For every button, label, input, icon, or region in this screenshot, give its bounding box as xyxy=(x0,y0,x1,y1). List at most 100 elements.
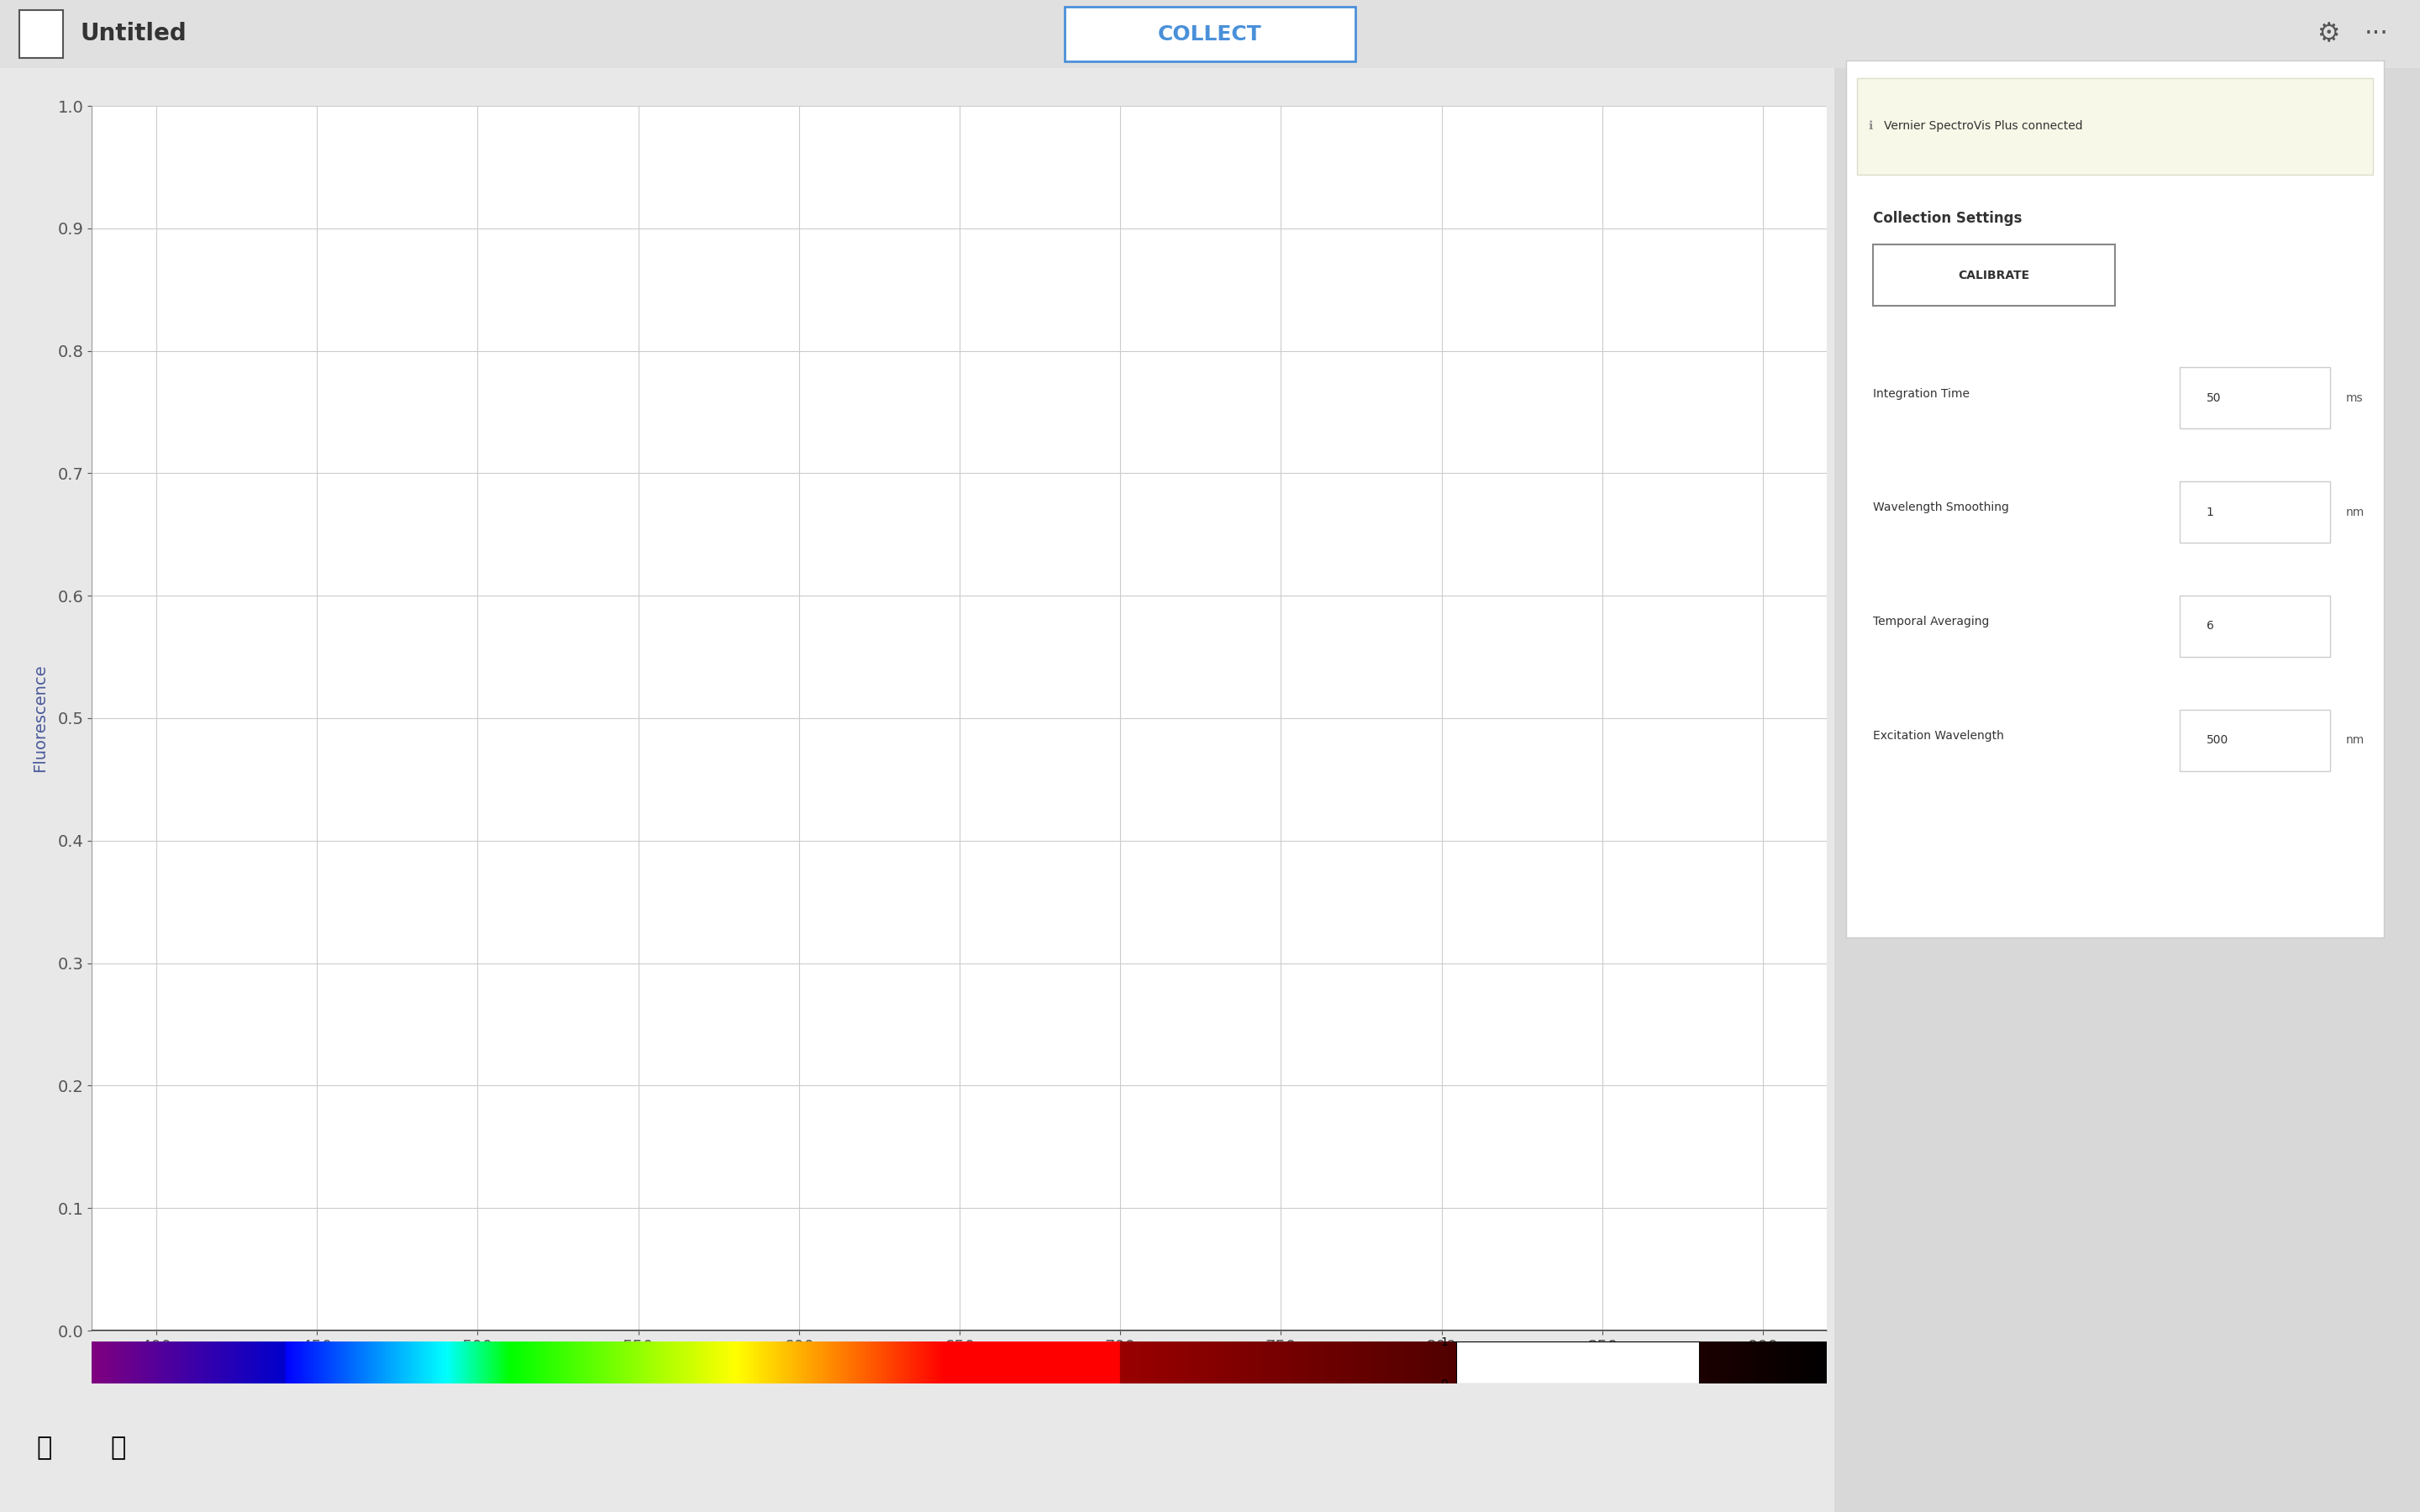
Bar xyxy=(1682,1341,1684,1383)
Bar xyxy=(1411,1341,1416,1383)
Text: ⚙: ⚙ xyxy=(2316,21,2340,47)
Bar xyxy=(1433,1341,1437,1383)
Bar xyxy=(1522,1341,1525,1383)
Bar xyxy=(1123,1341,1128,1383)
X-axis label: Wavelength (nm): Wavelength (nm) xyxy=(878,1364,1041,1380)
Bar xyxy=(1135,1341,1137,1383)
Bar xyxy=(1568,1341,1571,1383)
Bar xyxy=(1607,1341,1609,1383)
Bar xyxy=(1646,1341,1650,1383)
Bar xyxy=(1142,1341,1145,1383)
Bar xyxy=(1176,1341,1181,1383)
Bar xyxy=(1600,1341,1604,1383)
Bar xyxy=(1309,1341,1312,1383)
Text: Excitation Wavelength: Excitation Wavelength xyxy=(1873,730,2004,741)
Bar xyxy=(1689,1341,1692,1383)
Bar xyxy=(1183,1341,1188,1383)
Bar xyxy=(1767,1341,1771,1383)
Bar xyxy=(1251,1341,1256,1383)
Bar xyxy=(1563,1341,1568,1383)
Bar xyxy=(1517,1341,1522,1383)
Bar xyxy=(1515,1341,1517,1383)
Bar xyxy=(1544,1341,1546,1383)
Bar xyxy=(1205,1341,1210,1383)
Bar xyxy=(1696,1341,1699,1383)
Bar xyxy=(1430,1341,1433,1383)
Bar xyxy=(1212,1341,1217,1383)
Bar xyxy=(1810,1341,1813,1383)
Bar xyxy=(1493,1341,1496,1383)
Bar xyxy=(1483,1341,1486,1383)
Bar xyxy=(1471,1341,1476,1383)
Text: 🔍: 🔍 xyxy=(109,1435,126,1461)
Bar xyxy=(1670,1341,1675,1383)
Bar xyxy=(1396,1341,1401,1383)
Bar xyxy=(1711,1341,1713,1383)
Bar xyxy=(1220,1341,1222,1383)
Y-axis label: Fluorescence: Fluorescence xyxy=(31,664,48,773)
Bar xyxy=(1169,1341,1174,1383)
Text: ℹ: ℹ xyxy=(1868,121,1873,132)
Text: Untitled: Untitled xyxy=(80,23,186,45)
Bar xyxy=(1537,1341,1539,1383)
Bar xyxy=(1660,1341,1663,1383)
Bar xyxy=(1650,1341,1653,1383)
Bar xyxy=(1745,1341,1750,1383)
Bar xyxy=(1350,1341,1355,1383)
Bar xyxy=(1258,1341,1263,1383)
Bar xyxy=(1425,1341,1430,1383)
Bar xyxy=(1222,1341,1227,1383)
Bar xyxy=(1362,1341,1365,1383)
Bar xyxy=(1713,1341,1716,1383)
Bar xyxy=(1604,1341,1607,1383)
Bar xyxy=(1442,1341,1447,1383)
Text: ms: ms xyxy=(2345,392,2364,404)
Bar xyxy=(1571,1341,1575,1383)
Bar xyxy=(1764,1341,1767,1383)
Bar xyxy=(1159,1341,1164,1383)
Bar xyxy=(1771,1341,1774,1383)
Bar xyxy=(1128,1341,1130,1383)
Bar xyxy=(1663,1341,1667,1383)
Bar xyxy=(1757,1341,1759,1383)
Bar xyxy=(1329,1341,1333,1383)
Bar xyxy=(1273,1341,1275,1383)
Bar xyxy=(1583,1341,1585,1383)
Bar xyxy=(1469,1341,1471,1383)
Bar xyxy=(1496,1341,1500,1383)
Bar xyxy=(1377,1341,1379,1383)
Bar xyxy=(1730,1341,1735,1383)
Bar xyxy=(1590,1341,1592,1383)
Text: nm: nm xyxy=(2345,735,2364,745)
Bar xyxy=(1379,1341,1384,1383)
Bar xyxy=(1408,1341,1411,1383)
Bar xyxy=(1592,1341,1597,1383)
Bar xyxy=(1621,1341,1624,1383)
Bar xyxy=(1457,1341,1462,1383)
Bar xyxy=(1462,1341,1464,1383)
Bar xyxy=(1704,1341,1706,1383)
Bar xyxy=(1750,1341,1752,1383)
Bar xyxy=(1287,1341,1290,1383)
Bar xyxy=(1781,1341,1784,1383)
Bar xyxy=(1597,1341,1600,1383)
Bar xyxy=(1333,1341,1336,1383)
Bar xyxy=(1290,1341,1295,1383)
Bar xyxy=(1728,1341,1730,1383)
Bar xyxy=(1776,1341,1781,1383)
FancyBboxPatch shape xyxy=(2180,481,2330,543)
Bar xyxy=(1556,1341,1561,1383)
Bar xyxy=(1699,1341,1704,1383)
Bar xyxy=(1120,1341,1123,1383)
FancyBboxPatch shape xyxy=(2180,596,2330,656)
Bar xyxy=(1437,1341,1440,1383)
Bar xyxy=(1440,1341,1442,1383)
Bar xyxy=(1817,1341,1820,1383)
Bar xyxy=(1312,1341,1316,1383)
Bar xyxy=(1365,1341,1370,1383)
Bar xyxy=(1774,1341,1776,1383)
Bar xyxy=(1355,1341,1358,1383)
Bar xyxy=(1692,1341,1696,1383)
Bar xyxy=(1609,1341,1614,1383)
Bar xyxy=(1145,1341,1150,1383)
